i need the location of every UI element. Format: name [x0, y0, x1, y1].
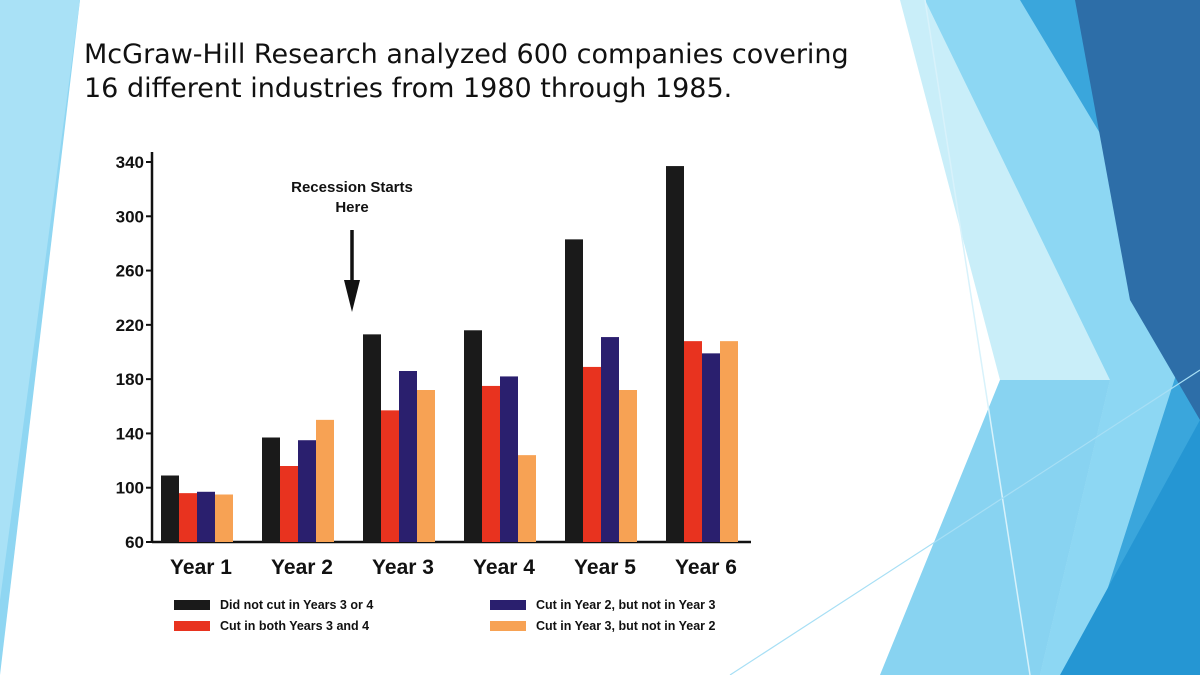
- bar-1-4: [215, 494, 233, 542]
- legend-label: Cut in Year 3, but not in Year 2: [536, 619, 716, 633]
- legend-item-cut-year3: Cut in Year 3, but not in Year 2: [490, 619, 715, 633]
- bar-5-4: [619, 390, 637, 542]
- slide-title-line-1: McGraw-Hill Research analyzed 600 compan…: [84, 39, 849, 70]
- bar-6-2: [684, 341, 702, 542]
- x-tick-label: Year 4: [473, 556, 535, 579]
- bar-1-2: [179, 493, 197, 542]
- y-tick-label: 60: [125, 533, 144, 552]
- slide-title-line-2: 16 different industries from 1980 throug…: [84, 73, 733, 104]
- legend-swatch: [490, 621, 526, 631]
- slide-title: McGraw-Hill Research analyzed 600 compan…: [84, 38, 904, 106]
- annotation-label-line-1: Recession Starts: [291, 179, 413, 196]
- chart-panel: 60 100 140 180 220 260 300 340 Year 1 Year 2 Year …: [86, 140, 776, 640]
- bar-5-1: [565, 239, 583, 542]
- legend-item-cut-both: Cut in both Years 3 and 4: [174, 619, 369, 633]
- legend-swatch: [174, 600, 210, 610]
- bar-2-3: [298, 440, 316, 542]
- legend-item-did-not-cut: Did not cut in Years 3 or 4: [174, 598, 373, 612]
- bar-3-3: [399, 371, 417, 542]
- bar-1-1: [161, 475, 179, 542]
- bar-5-2: [583, 366, 601, 542]
- x-tick-label: Year 3: [372, 556, 434, 579]
- annotation-label-line-2: Here: [335, 199, 368, 216]
- x-tick-label: Year 6: [675, 556, 737, 579]
- left-accent-inner: [0, 0, 80, 600]
- right-accent-light: [925, 0, 1200, 675]
- bar-2-4: [316, 419, 334, 542]
- y-tick-label: 180: [116, 370, 144, 389]
- y-tick-label: 300: [116, 207, 144, 226]
- bar-3-4: [417, 390, 435, 542]
- legend-item-cut-year2: Cut in Year 2, but not in Year 3: [490, 598, 715, 612]
- x-tick-label: Year 1: [170, 556, 232, 579]
- bar-5-3: [601, 337, 619, 542]
- bar-1-3: [197, 491, 215, 542]
- bar-6-3: [702, 353, 720, 542]
- y-tick-label: 340: [116, 153, 144, 172]
- accent-line-2: [729, 369, 1200, 675]
- bar-6-1: [666, 166, 684, 543]
- bar-chart: 60 100 140 180 220 260 300 340 Year 1 Year 2 Year …: [116, 152, 751, 579]
- y-tick-label: 100: [116, 479, 144, 498]
- legend-label: Cut in both Years 3 and 4: [220, 619, 370, 633]
- right-accent-bottom: [1060, 420, 1200, 675]
- y-tick-label: 140: [116, 424, 144, 443]
- bar-2-2: [280, 466, 298, 542]
- x-tick-label: Year 2: [271, 556, 333, 579]
- x-tick-label: Year 5: [574, 556, 636, 579]
- annotation-arrow-head: [344, 280, 360, 312]
- bar-4-1: [464, 330, 482, 542]
- legend-label: Cut in Year 2, but not in Year 3: [536, 598, 716, 612]
- legend-swatch: [490, 600, 526, 610]
- accent-line: [924, 0, 1031, 675]
- bar-4-4: [518, 455, 536, 542]
- bar-6-4: [720, 341, 738, 542]
- bar-3-2: [381, 410, 399, 542]
- y-tick-label: 220: [116, 316, 144, 335]
- bar-4-3: [500, 376, 518, 542]
- bar-2-1: [262, 437, 280, 542]
- legend-label: Did not cut in Years 3 or 4: [220, 598, 374, 612]
- legend-swatch: [174, 621, 210, 631]
- right-accent-dark: [1075, 0, 1200, 420]
- y-tick-label: 260: [116, 262, 144, 281]
- right-accent-facet: [880, 380, 1110, 675]
- bar-3-1: [363, 334, 381, 542]
- bar-4-2: [482, 385, 500, 542]
